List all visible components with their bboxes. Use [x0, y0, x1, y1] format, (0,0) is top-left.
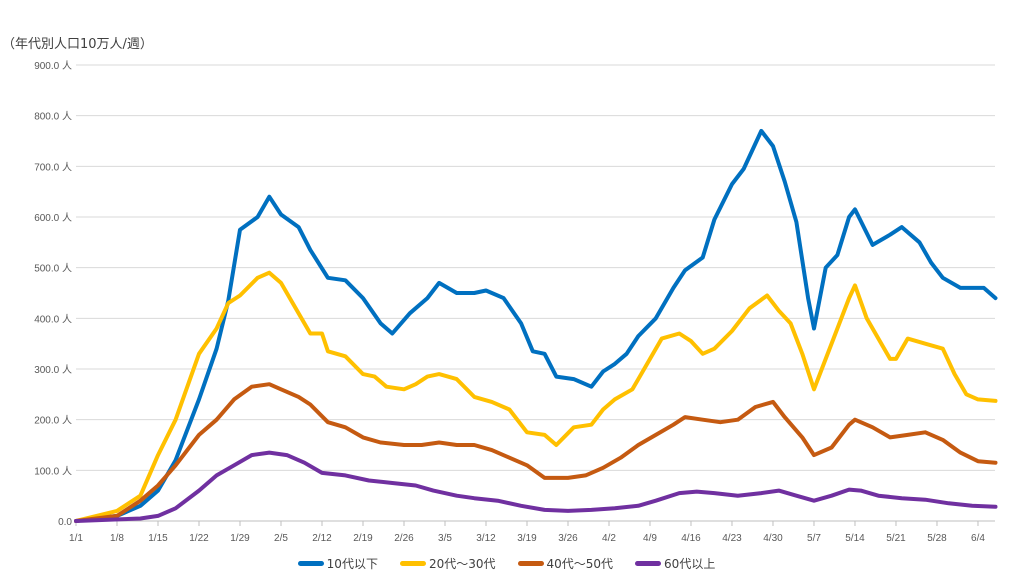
legend-label: 10代以下	[326, 557, 378, 571]
series-line-2	[74, 270, 998, 523]
x-tick-label: 1/15	[148, 533, 168, 544]
y-tick-label: 500.0 人	[34, 263, 72, 275]
x-tick-label: 4/16	[681, 533, 701, 544]
legend-item: 40代～50代	[517, 555, 614, 572]
x-tick-label: 3/26	[558, 533, 578, 544]
legend-swatch	[297, 561, 324, 566]
legend-swatch	[517, 561, 544, 566]
x-tick-label: 6/4	[971, 533, 985, 544]
unit-label: （年代別人口10万人/週）	[2, 37, 153, 52]
x-tick-label: 2/26	[394, 533, 414, 544]
legend: 10代以下 20代～30代 40代～50代 60代以上	[0, 555, 1013, 572]
x-tick-label: 5/14	[845, 533, 865, 544]
x-tick-label: 2/19	[353, 533, 373, 544]
legend-swatch	[399, 561, 426, 566]
legend-label: 60代以上	[664, 557, 716, 571]
series-line-1	[74, 128, 998, 523]
x-tick-label: 3/5	[438, 533, 452, 544]
x-tick-label: 4/23	[722, 533, 742, 544]
y-tick-label: 100.0 人	[34, 465, 72, 477]
x-tick-label: 1/1	[69, 533, 83, 544]
y-tick-label: 300.0 人	[34, 364, 72, 376]
legend-label: 20代～30代	[428, 557, 496, 571]
y-tick-label: 900.0 人	[34, 60, 72, 72]
legend-item: 20代～30代	[399, 555, 496, 572]
x-tick-label: 3/19	[517, 533, 537, 544]
x-tick-label: 1/22	[189, 533, 209, 544]
x-tick-label: 5/7	[807, 533, 821, 544]
legend-label: 40代～50代	[546, 557, 614, 571]
x-tick-label: 2/5	[274, 533, 288, 544]
x-tick-label: 4/9	[643, 533, 657, 544]
y-tick-label: 800.0 人	[34, 111, 72, 123]
y-tick-label: 700.0 人	[34, 161, 72, 173]
x-tick-label: 2/12	[312, 533, 332, 544]
x-tick-label: 5/28	[927, 533, 947, 544]
x-tick-label: 4/2	[602, 533, 616, 544]
x-tick-label: 1/29	[230, 533, 250, 544]
series-line-3	[74, 382, 998, 523]
x-tick-label: 5/21	[886, 533, 906, 544]
y-tick-label: 0.0	[58, 517, 72, 528]
legend-item: 10代以下	[297, 555, 378, 572]
y-tick-label: 600.0 人	[34, 212, 72, 224]
series-line-4	[74, 450, 998, 523]
x-tick-label: 1/8	[110, 533, 124, 544]
x-tick-label: 4/30	[763, 533, 783, 544]
y-tick-label: 400.0 人	[34, 313, 72, 325]
legend-item: 60代以上	[635, 555, 715, 572]
y-tick-label: 200.0 人	[34, 415, 72, 427]
legend-swatch	[635, 561, 662, 566]
x-tick-label: 3/12	[476, 533, 496, 544]
